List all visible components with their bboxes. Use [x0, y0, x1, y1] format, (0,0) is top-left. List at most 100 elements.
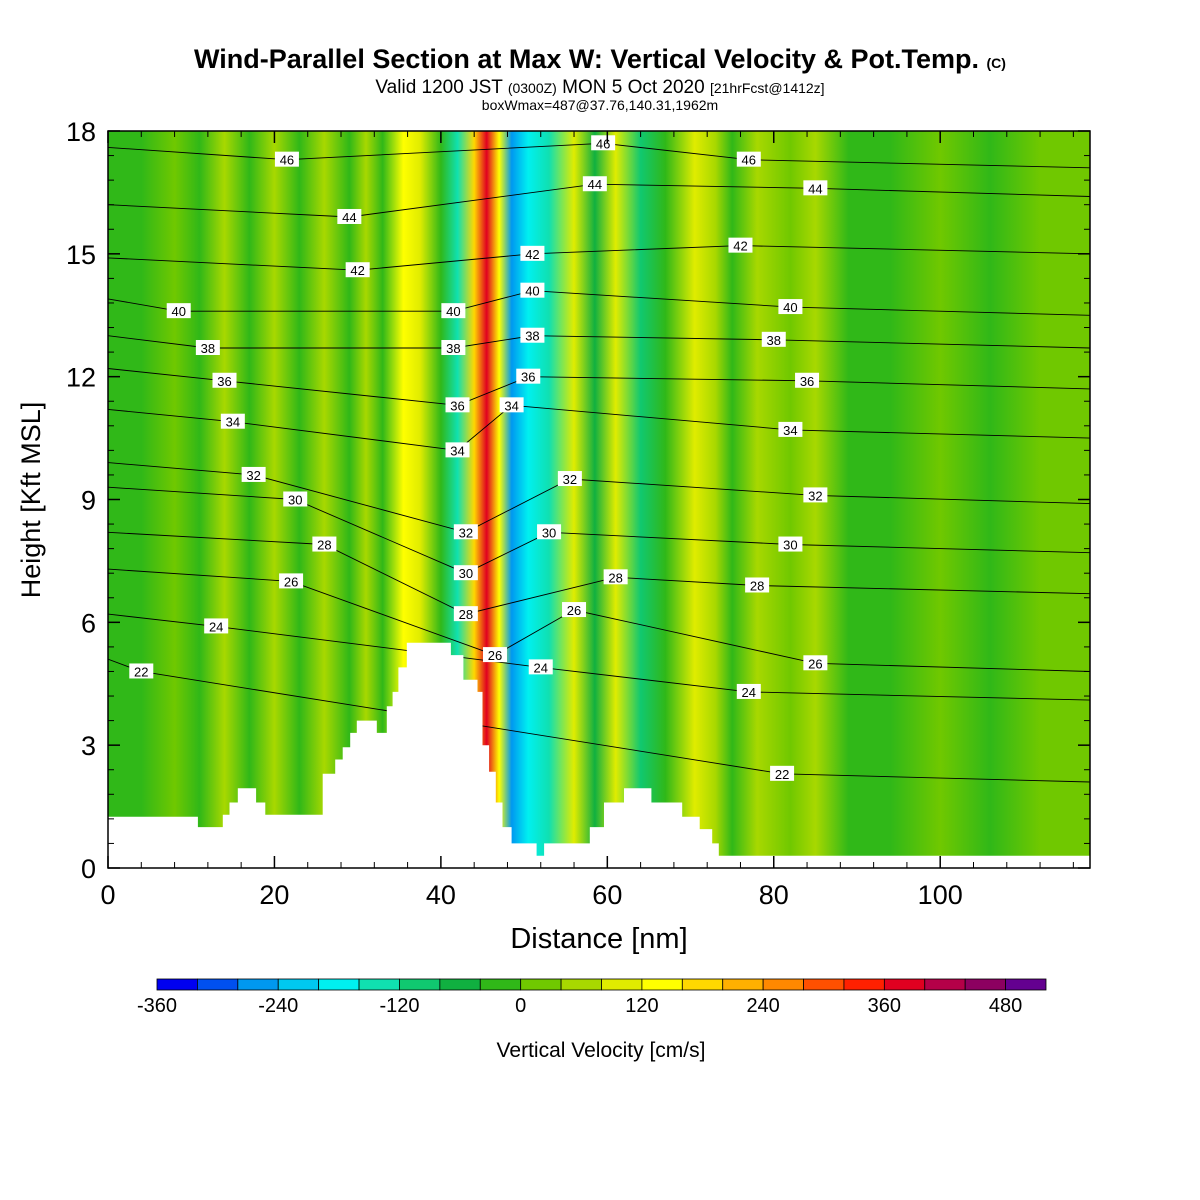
theta-label-box — [453, 565, 478, 581]
theta-label: 32 — [563, 472, 577, 487]
theta-label-box — [441, 340, 466, 356]
theta-label-box — [445, 397, 470, 413]
theta-label: 28 — [608, 570, 622, 585]
theta-label-box — [445, 442, 470, 458]
theta-label: 44 — [342, 210, 356, 225]
theta-label: 44 — [588, 177, 602, 192]
theta-label: 34 — [450, 443, 464, 458]
colorbar-swatch — [318, 978, 360, 991]
theta-label-box — [770, 765, 795, 781]
theta-label-box — [778, 536, 803, 552]
theta-contour-line — [108, 568, 1090, 672]
colorbar-swatch — [197, 978, 239, 991]
theta-label-box — [736, 151, 761, 167]
theta-label-box — [778, 299, 803, 315]
colorbar-label: Vertical Velocity [cm/s] — [497, 1039, 706, 1062]
theta-label-box — [129, 663, 154, 679]
theta-label-box — [745, 577, 770, 593]
theta-label: 42 — [350, 263, 364, 278]
vertical-velocity-field — [108, 131, 1090, 868]
forecast-info: [21hrFcst@1412z] — [709, 80, 825, 96]
theta-label: 26 — [808, 656, 822, 671]
theta-label: 40 — [783, 300, 797, 315]
colorbar-swatch — [479, 978, 522, 991]
theta-label-box — [212, 372, 237, 388]
theta-label: 28 — [750, 578, 764, 593]
theta-label: 40 — [446, 304, 460, 319]
theta-label: 24 — [534, 660, 548, 675]
theta-label-box — [516, 368, 541, 384]
theta-label: 46 — [742, 153, 756, 168]
theta-label-box — [591, 135, 616, 151]
theta-label: 38 — [446, 341, 460, 356]
theta-label-box — [241, 466, 266, 482]
chart-boxwmax: boxWmax=487@37.76,140.31,1962m — [481, 97, 719, 113]
colorbar-swatch — [722, 978, 764, 991]
theta-label: 32 — [246, 468, 260, 483]
theta-label: 34 — [226, 415, 240, 430]
theta-label-box — [283, 491, 308, 507]
chart-title-suffix: (C) — [986, 55, 1006, 71]
theta-label: 28 — [317, 538, 331, 553]
theta-contour-line — [108, 404, 1090, 451]
colorbar-tick-label: -360 — [137, 995, 177, 1017]
x-tick-label: 20 — [259, 880, 289, 910]
theta-label-box — [520, 282, 545, 298]
theta-label: 32 — [459, 525, 473, 540]
x-tick-label: 0 — [100, 880, 115, 910]
theta-label-box — [345, 262, 370, 278]
theta-label-box — [803, 180, 828, 196]
theta-label: 36 — [521, 370, 535, 385]
colorbar-swatch — [237, 978, 279, 991]
colorbar-swatch — [1005, 978, 1047, 991]
y-tick-label: 18 — [66, 117, 96, 147]
x-axis-label: Distance [nm] — [510, 923, 687, 955]
theta-label-box — [528, 659, 553, 675]
colorbar-swatch — [803, 978, 845, 991]
theta-label: 44 — [808, 181, 822, 196]
theta-label-box — [520, 327, 545, 343]
theta-label-box — [274, 151, 299, 167]
valid-prefix: Valid 1200 JST — [375, 77, 503, 98]
chart-title-text: Wind-Parallel Section at Max W: Vertical… — [194, 44, 979, 74]
valid-date: MON 5 Oct 2020 — [562, 77, 705, 98]
theta-label-box — [204, 618, 229, 634]
theta-label-box — [795, 372, 820, 388]
chart-title: Wind-Parallel Section at Max W: Vertical… — [0, 44, 1200, 78]
colorbar-swatch — [843, 978, 885, 991]
theta-label-box — [166, 303, 191, 319]
theta-label-box — [337, 208, 362, 224]
theta-label-box — [736, 683, 761, 699]
theta-label-box — [499, 397, 524, 413]
colorbar-tick-label: 240 — [746, 995, 779, 1017]
colorbar-swatch — [560, 978, 602, 991]
theta-label: 30 — [288, 493, 302, 508]
theta-label-box — [778, 421, 803, 437]
y-axis-label: Height [Kft MSL] — [16, 402, 46, 599]
theta-label: 38 — [201, 341, 215, 356]
colorbar-swatch — [277, 978, 320, 991]
theta-label-box — [520, 245, 545, 261]
theta-contour-line — [108, 462, 1090, 533]
y-tick-label: 3 — [81, 731, 96, 761]
colorbar-swatch — [601, 978, 643, 991]
theta-label: 30 — [783, 538, 797, 553]
colorbar-swatch — [762, 978, 804, 991]
theta-contour-line — [108, 531, 1090, 615]
theta-label-box — [582, 176, 607, 192]
theta-label-box — [803, 487, 828, 503]
theta-label: 24 — [209, 619, 223, 634]
chart-title-block: Wind-Parallel Section at Max W: Vertical… — [0, 44, 1200, 113]
theta-label: 30 — [542, 525, 556, 540]
theta-label-box — [557, 471, 582, 487]
colorbar-tick-label: -120 — [379, 995, 419, 1017]
colorbar-swatch — [156, 978, 198, 991]
y-tick-label: 9 — [81, 486, 96, 516]
theta-label: 36 — [217, 374, 231, 389]
colorbar-swatch — [681, 978, 724, 991]
theta-contour-labels: 22 22 24 24 24 26 26 26 26 28 28 28 28 30 30 30 30 32 32 32… — [129, 135, 828, 782]
theta-label-box — [761, 331, 786, 347]
theta-contour-line — [108, 486, 1090, 574]
y-tick-label: 0 — [81, 854, 96, 884]
